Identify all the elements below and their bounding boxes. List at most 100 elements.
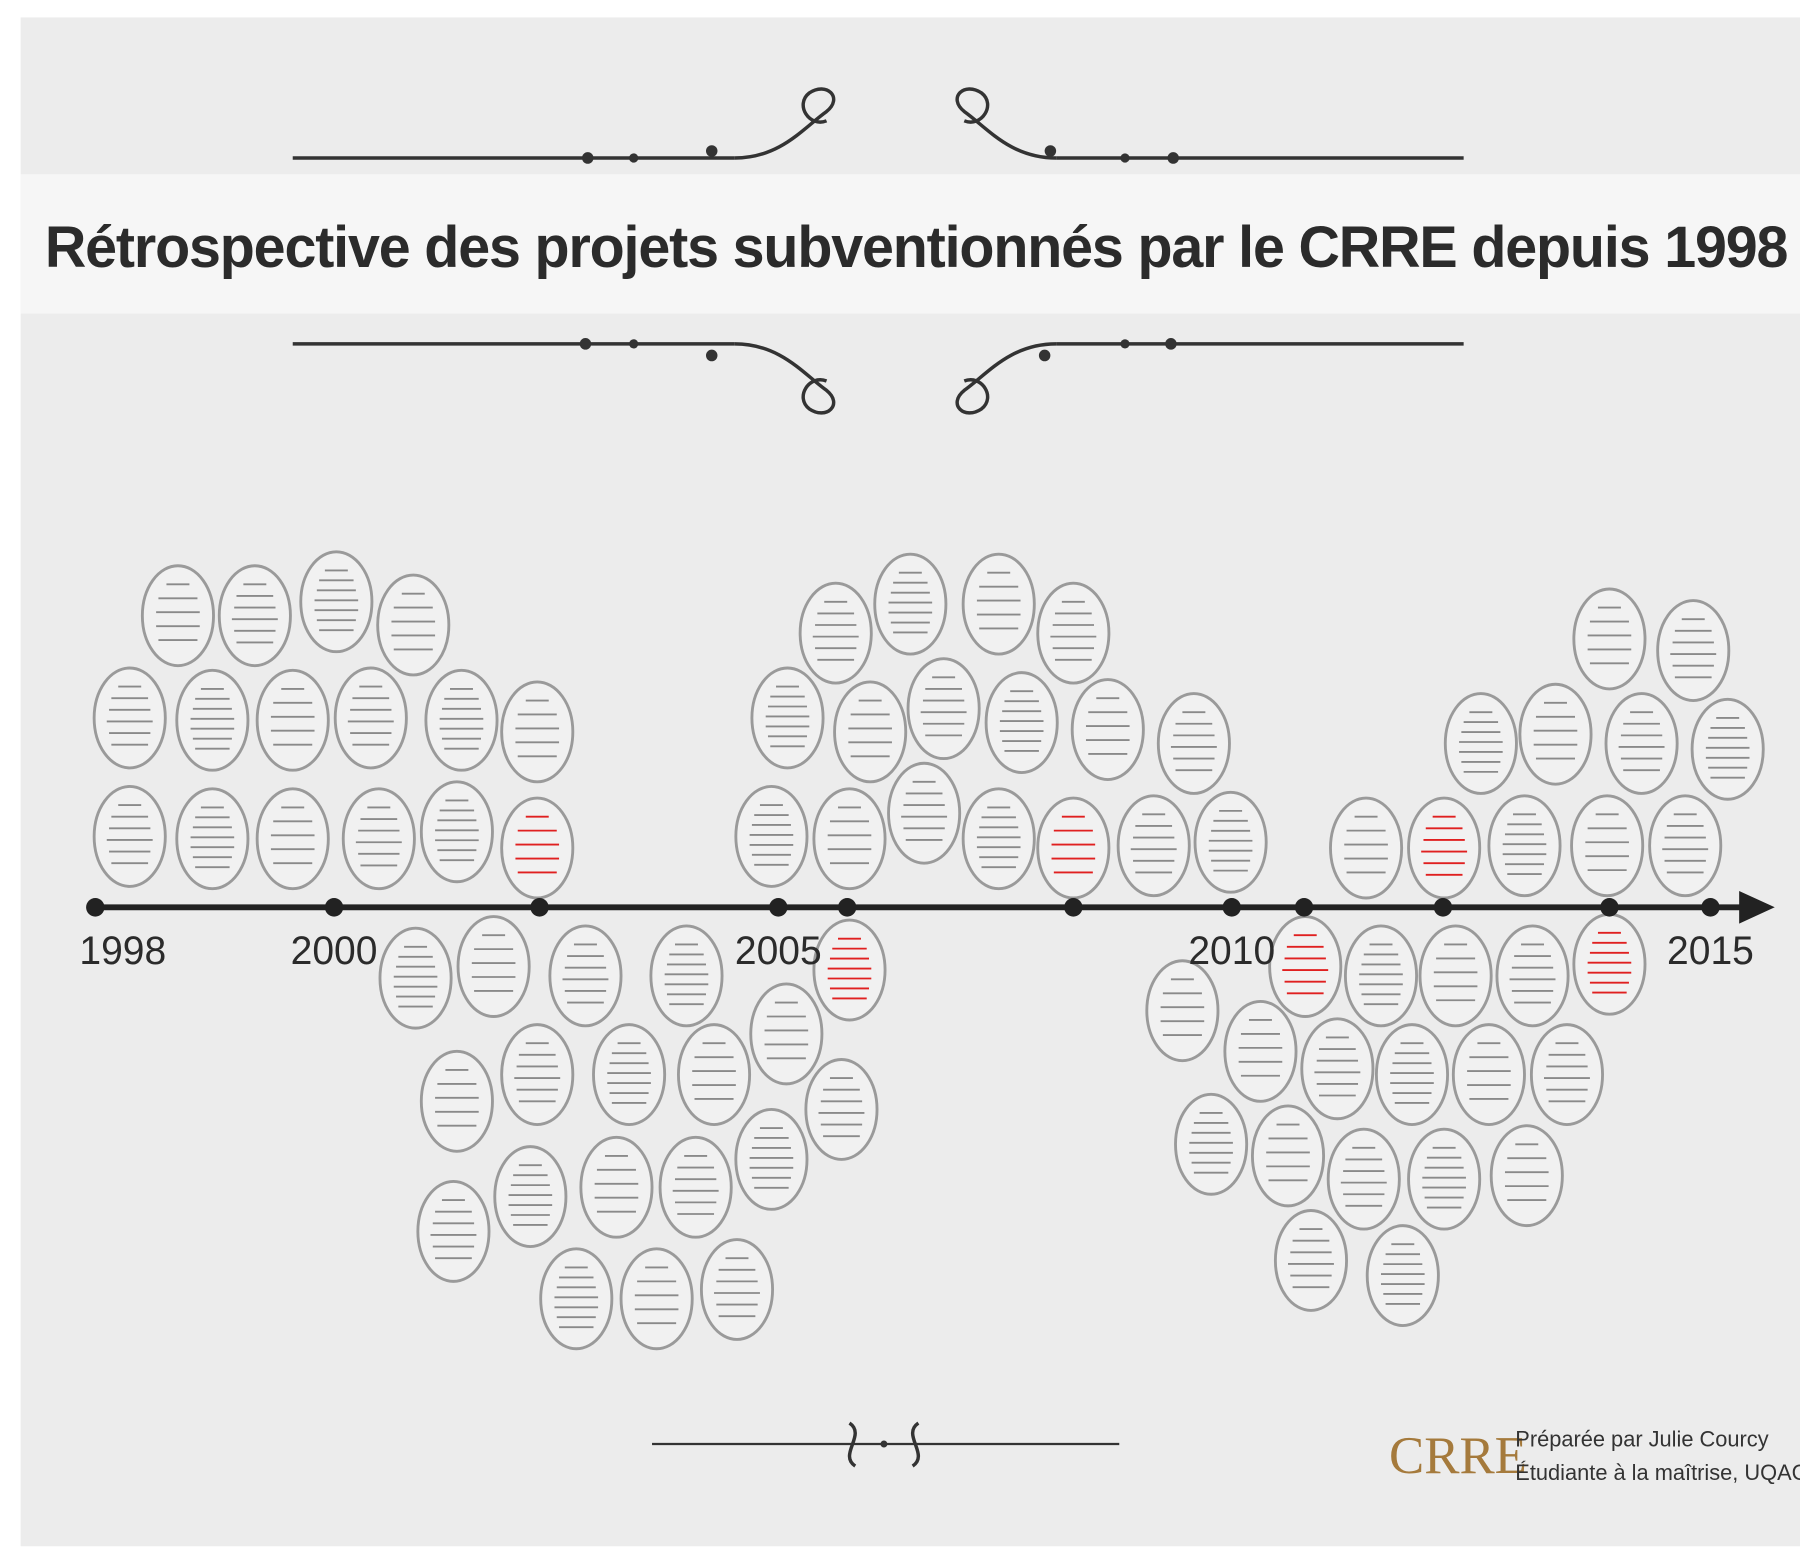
project-bubble — [219, 566, 290, 666]
project-bubble — [177, 789, 248, 889]
year-label: 2015 — [1667, 929, 1754, 973]
project-bubble — [1225, 1001, 1296, 1101]
project-bubble — [257, 670, 328, 770]
timeline-dot — [86, 898, 104, 917]
project-bubble — [806, 1059, 877, 1159]
project-bubble — [1147, 961, 1218, 1061]
project-bubble — [1409, 1129, 1480, 1229]
project-bubble — [1650, 796, 1721, 896]
project-bubble — [1572, 796, 1643, 896]
timeline-dot — [1434, 898, 1452, 917]
title: Rétrospective des projets subventionnés … — [45, 216, 1787, 280]
project-bubble — [1491, 1126, 1562, 1226]
project-bubble — [1330, 798, 1401, 898]
project-bubble — [1453, 1025, 1524, 1125]
project-bubble — [835, 682, 906, 782]
project-bubble — [94, 786, 165, 886]
project-bubble — [1531, 1025, 1602, 1125]
timeline-dot — [1600, 898, 1618, 917]
credit-line: Étudiante à la maîtrise, UQAC — [1515, 1460, 1800, 1485]
project-bubble — [502, 1025, 573, 1125]
project-bubble — [1574, 589, 1645, 689]
project-bubble — [986, 673, 1057, 773]
project-bubble — [1489, 796, 1560, 896]
project-bubble — [257, 789, 328, 889]
timeline-dot — [769, 898, 787, 917]
project-bubble — [752, 668, 823, 768]
project-bubble — [593, 1025, 664, 1125]
year-label: 2000 — [291, 929, 378, 973]
project-bubble — [421, 782, 492, 882]
project-bubble — [1270, 917, 1341, 1017]
year-label: 2010 — [1188, 929, 1275, 973]
project-bubble — [1497, 926, 1568, 1026]
project-bubble — [1574, 914, 1645, 1014]
timeline-dot — [530, 898, 548, 917]
credit-line: Préparée par Julie Courcy — [1515, 1426, 1768, 1451]
timeline-dot — [1701, 898, 1719, 917]
year-label: 1998 — [79, 929, 166, 973]
project-bubble — [495, 1147, 566, 1247]
timeline-dot — [838, 898, 856, 917]
project-bubble — [1445, 694, 1516, 794]
project-bubble — [1328, 1129, 1399, 1229]
project-bubble — [814, 789, 885, 889]
project-bubble — [660, 1137, 731, 1237]
project-bubble — [800, 583, 871, 683]
project-bubble — [1252, 1106, 1323, 1206]
project-bubble — [751, 984, 822, 1084]
project-bubble — [1038, 798, 1109, 898]
project-bubble — [1420, 926, 1491, 1026]
project-bubble — [1176, 1094, 1247, 1194]
project-bubble — [1376, 1025, 1447, 1125]
page: Rétrospective des projets subventionnés … — [0, 0, 1800, 1566]
logo: CRRE — [1389, 1427, 1527, 1485]
project-bubble — [1692, 699, 1763, 799]
project-bubble — [177, 670, 248, 770]
project-bubble — [343, 789, 414, 889]
project-bubble — [301, 552, 372, 652]
project-bubble — [380, 928, 451, 1028]
project-bubble — [678, 1025, 749, 1125]
project-bubble — [875, 554, 946, 654]
project-bubble — [814, 920, 885, 1020]
project-bubble — [736, 786, 807, 886]
project-bubble — [1158, 694, 1229, 794]
project-bubble — [736, 1109, 807, 1209]
project-bubble — [502, 682, 573, 782]
project-bubble — [889, 763, 960, 863]
project-bubble — [963, 789, 1034, 889]
timeline-dot — [1064, 898, 1082, 917]
project-bubble — [1072, 680, 1143, 780]
project-bubble — [541, 1249, 612, 1349]
project-bubble — [335, 668, 406, 768]
project-bubble — [421, 1051, 492, 1151]
project-bubble — [142, 566, 213, 666]
project-bubble — [908, 659, 979, 759]
project-bubble — [378, 575, 449, 675]
timeline-dot — [325, 898, 343, 917]
project-bubble — [1275, 1211, 1346, 1311]
year-label: 2005 — [735, 929, 822, 973]
project-bubble — [1195, 792, 1266, 892]
project-bubble — [701, 1240, 772, 1340]
project-bubble — [418, 1181, 489, 1281]
project-bubble — [581, 1137, 652, 1237]
project-bubble — [1118, 796, 1189, 896]
project-bubble — [963, 554, 1034, 654]
project-bubble — [1302, 1019, 1373, 1119]
project-bubble — [1409, 798, 1480, 898]
timeline-dot — [1223, 898, 1241, 917]
project-bubble — [94, 668, 165, 768]
project-bubble — [458, 917, 529, 1017]
project-bubble — [502, 798, 573, 898]
project-bubble — [1345, 926, 1416, 1026]
project-bubble — [1606, 694, 1677, 794]
project-bubble — [426, 670, 497, 770]
project-bubble — [621, 1249, 692, 1349]
project-bubble — [550, 926, 621, 1026]
project-bubble — [1520, 684, 1591, 784]
project-bubble — [1367, 1226, 1438, 1326]
timeline-dot — [1295, 898, 1313, 917]
project-bubble — [651, 926, 722, 1026]
